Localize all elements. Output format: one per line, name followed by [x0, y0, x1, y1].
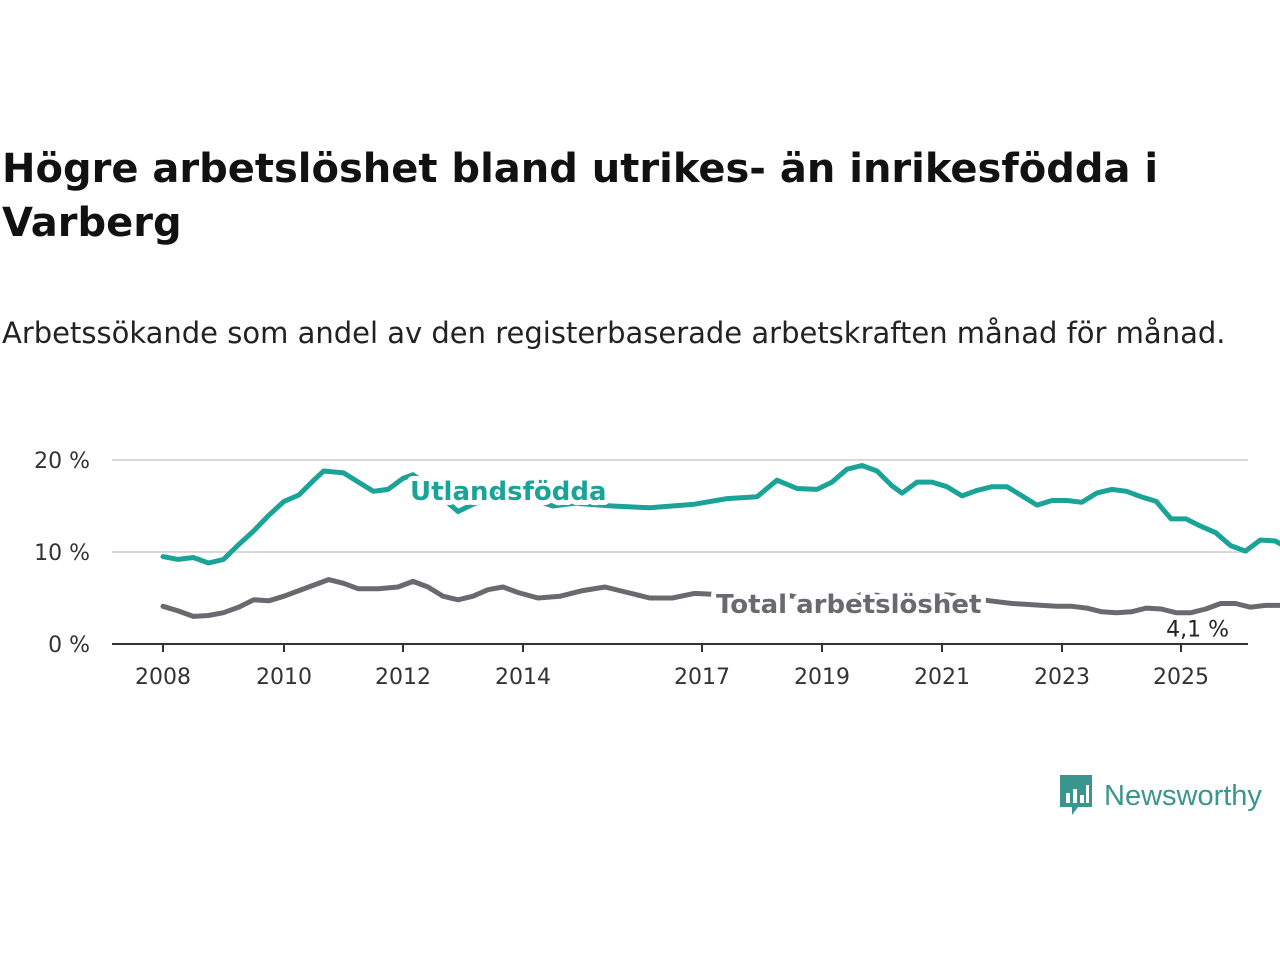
x-tick-label: 2017 [674, 665, 730, 690]
x-tick-label: 2014 [495, 665, 551, 690]
series-lines [160, 463, 1280, 619]
y-tick-label: 0 % [48, 633, 90, 658]
chart-title: Högre arbetslöshet bland utrikes- än inr… [2, 146, 1159, 246]
x-tick-label: 2019 [794, 665, 850, 690]
end-value-label: 4,1 % [1166, 617, 1229, 642]
grid-lines [112, 459, 1248, 553]
series-label-utlandsfodda-halo: Utlandsfödda [410, 477, 607, 507]
series-label-utlandsfodda: Utlandsfödda [410, 477, 607, 507]
x-tick-label: 2023 [1034, 665, 1090, 690]
chart-subtitle: Arbetssökande som andel av den registerb… [2, 316, 1226, 350]
x-tick-label: 2010 [256, 665, 312, 690]
y-tick-label: 10 % [34, 541, 90, 566]
x-tick-label: 2025 [1153, 665, 1209, 690]
x-tick-label: 2021 [914, 665, 970, 690]
series-line-utlandsfodda [160, 463, 1280, 566]
brand-logo: Newsworthy [1058, 772, 1262, 820]
brand-name: Newsworthy [1104, 779, 1262, 812]
series-label-total: Total arbetslöshet [716, 590, 981, 620]
x-tick-label: 2008 [135, 665, 191, 690]
series-line-total [160, 577, 1280, 619]
series-label-total-halo: Total arbetslöshet [716, 590, 981, 620]
y-tick-label: 20 % [34, 449, 90, 474]
x-tick-label: 2012 [375, 665, 431, 690]
axes: 0 % 10 % 20 % 2008 2010 2012 2014 2017 2019 2021 2… [34, 449, 1248, 690]
newsworthy-logo-icon [1060, 775, 1092, 815]
